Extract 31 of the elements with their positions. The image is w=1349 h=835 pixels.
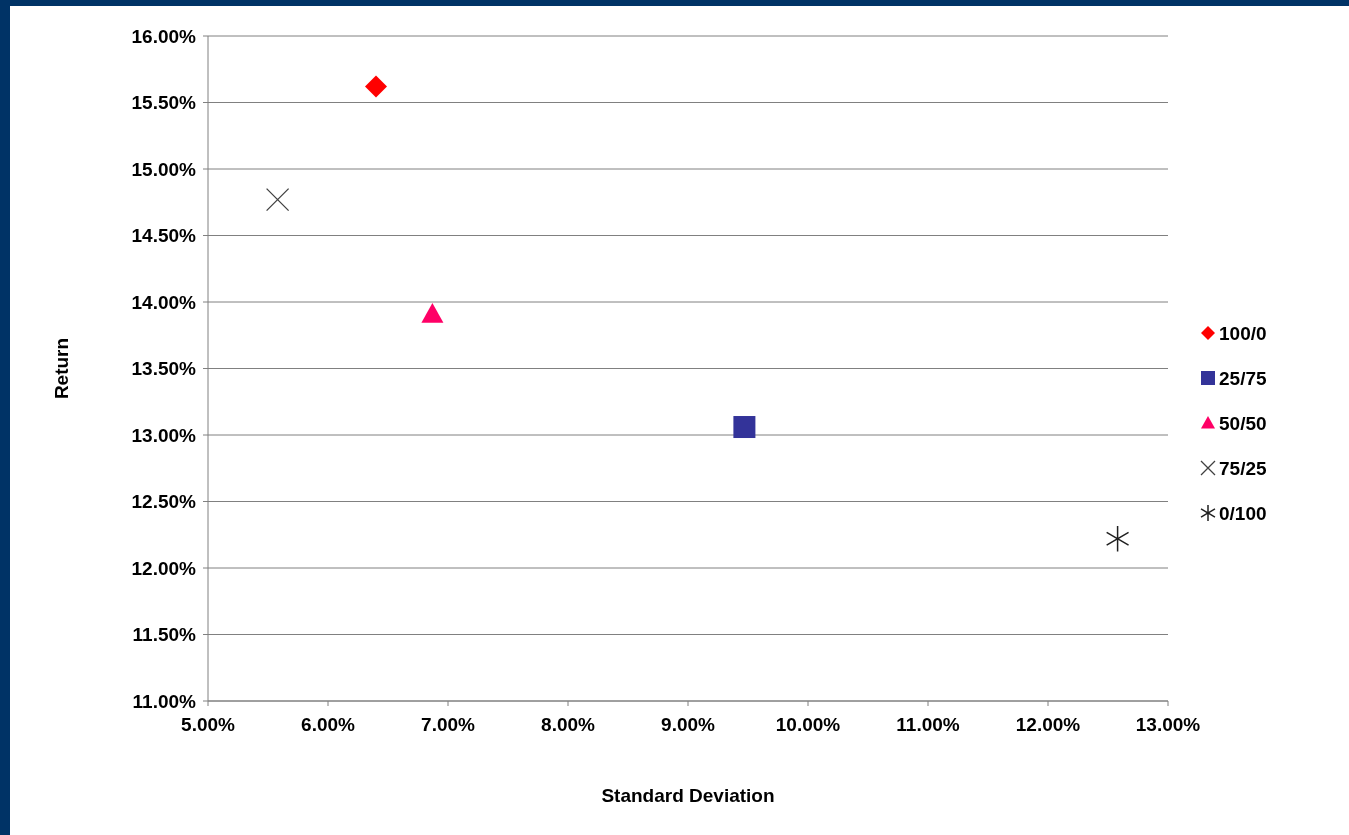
legend-label: 25/75 bbox=[1219, 367, 1267, 389]
legend-label: 0/100 bbox=[1219, 502, 1267, 524]
y-tick-label: 15.00% bbox=[131, 158, 197, 180]
x-tick-label: 11.00% bbox=[896, 714, 960, 735]
legend-label: 50/50 bbox=[1219, 412, 1267, 434]
y-tick-label: 11.00% bbox=[132, 690, 197, 712]
y-tick-label: 16.00% bbox=[131, 25, 197, 47]
x-tick-label: 6.00% bbox=[301, 714, 356, 735]
point bbox=[733, 416, 756, 439]
point bbox=[421, 302, 444, 323]
y-tick-label: 13.00% bbox=[131, 424, 197, 446]
x-tick-label: 10.00% bbox=[775, 714, 841, 735]
y-tick-label: 14.50% bbox=[131, 225, 197, 247]
point bbox=[265, 187, 290, 212]
y-tick-label: 11.50% bbox=[132, 624, 197, 646]
y-axis-title: Return bbox=[51, 337, 72, 400]
x-tick-label: 12.00% bbox=[1015, 714, 1081, 735]
x-axis-title: Standard Deviation bbox=[601, 785, 775, 806]
y-tick-label: 13.50% bbox=[131, 358, 197, 380]
y-tick-label: 12.50% bbox=[131, 491, 197, 513]
x-tick-label: 8.00% bbox=[541, 714, 596, 735]
x-tick-label: 7.00% bbox=[421, 714, 476, 735]
x-tick-label: 13.00% bbox=[1135, 714, 1201, 735]
y-tick-label: 14.00% bbox=[131, 291, 197, 313]
y-tick-label: 15.50% bbox=[131, 92, 197, 114]
legend-label: 75/25 bbox=[1219, 457, 1267, 479]
x-tick-label: 5.00% bbox=[181, 714, 236, 735]
point bbox=[365, 75, 387, 98]
y-tick-label: 12.00% bbox=[131, 557, 197, 579]
x-tick-label: 9.00% bbox=[661, 714, 716, 735]
legend-label: 100/0 bbox=[1219, 322, 1267, 344]
